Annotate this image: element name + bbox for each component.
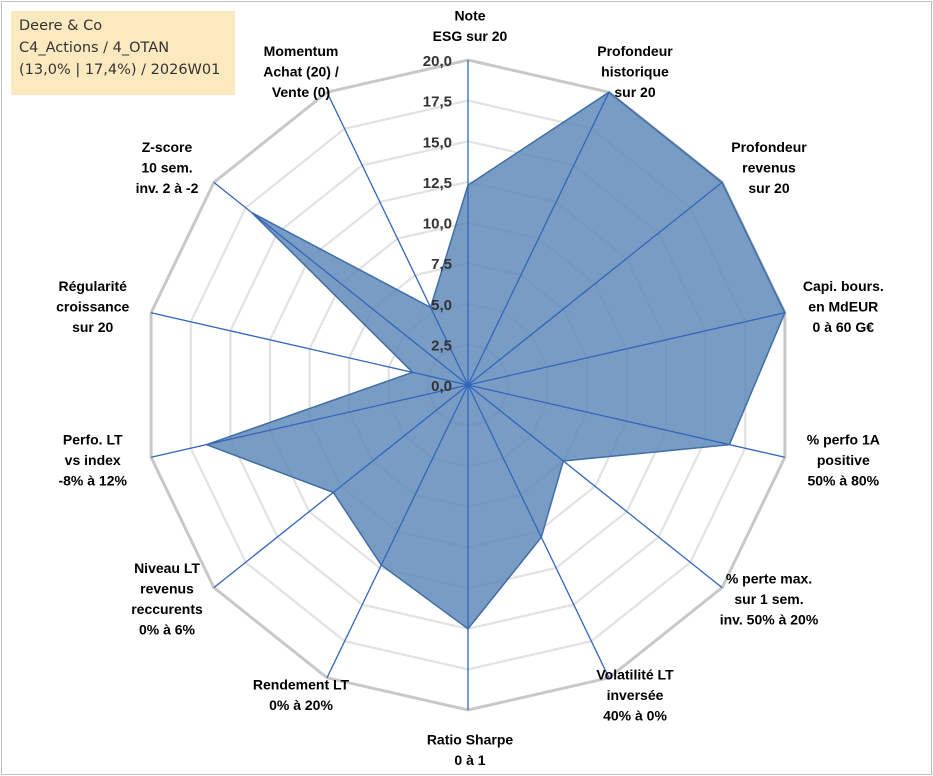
axis-label-line: sur 20 (72, 319, 113, 335)
axis-label-group: Régularité croissance sur 20 (56, 278, 129, 335)
radar-spoke (467, 181, 723, 386)
radar-spoke (467, 384, 610, 679)
radar-spoke (213, 384, 469, 589)
axis-label-line: Achat (20) / (263, 64, 339, 80)
radar-spoke (213, 181, 469, 386)
radar-spoke (467, 312, 786, 386)
tick-label: 0,0 (431, 378, 452, 395)
axis-label-line: 0 à 60 G€ (813, 319, 875, 335)
axis-label-line: positive (817, 452, 870, 468)
tick-label: 12,5 (423, 175, 452, 192)
axis-label-line: inv. 50% à 20% (720, 612, 819, 628)
axis-label-line: inv. 2 à -2 (136, 180, 199, 196)
axis-label-line: en MdEUR (808, 298, 878, 314)
info-category: C4_Actions / 4_OTAN (19, 40, 170, 56)
axis-label-group: Capi. bours. en MdEUR 0 à 60 G€ (803, 278, 884, 335)
axis-label-line: Z-score (142, 139, 193, 155)
axis-label-line: revenus (742, 160, 796, 176)
axis-label-line: sur 20 (614, 84, 655, 100)
tick-label: 5,0 (431, 297, 452, 314)
axis-label-line: Régularité (58, 278, 127, 294)
axis-label-group: Ratio Sharpe 0 à 1 (427, 732, 514, 769)
axis-label-group: Momentum Achat (20) / Vente (0) (263, 43, 339, 100)
axis-label-group: Profondeur historique sur 20 (597, 43, 673, 100)
axis-label-line: % perfo 1A (807, 432, 880, 448)
axis-label-line: historique (601, 64, 669, 80)
tick-label: 17,5 (423, 94, 452, 111)
axis-label-line: vs index (65, 452, 121, 468)
radar-spoke (467, 384, 786, 458)
axis-label-group: Note ESG sur 20 (433, 8, 508, 45)
info-performance: (13,0% | 17,4%) / 2026W01 (19, 62, 221, 78)
axis-label-group: Z-score 10 sem. inv. 2 à -2 (136, 139, 199, 196)
radar-spoke (150, 312, 469, 386)
radar-spoke (467, 384, 723, 589)
axis-label-line: croissance (56, 298, 129, 314)
axis-label-line: 10 sem. (141, 160, 192, 176)
axis-label-line: revenus (140, 581, 194, 597)
axis-label-line: Perfo. LT (63, 432, 123, 448)
axis-label-line: Note (454, 8, 485, 24)
axis-label-line: sur 20 (748, 180, 789, 196)
axis-label-group: % perfo 1A positive 50% à 80% (807, 432, 880, 489)
axis-label-line: 0 à 1 (454, 752, 485, 768)
axis-label-line: Rendement LT (253, 677, 350, 693)
axis-labels: Note ESG sur 20 Profondeur historique sur 20… (56, 8, 884, 769)
axis-label-group: Perfo. LT vs index -8% à 12% (58, 432, 127, 489)
axis-label-line: 50% à 80% (807, 473, 879, 489)
tick-label: 2,5 (431, 337, 452, 354)
axis-label-line: inversée (607, 687, 664, 703)
axis-label-line: Profondeur (731, 139, 807, 155)
axis-label-line: % perte max. (726, 571, 812, 587)
axis-label-line: sur 1 sem. (734, 591, 803, 607)
axis-label-line: -8% à 12% (58, 473, 127, 489)
axis-label-line: 40% à 0% (603, 708, 667, 724)
tick-label: 20,0 (423, 53, 452, 70)
axis-label-line: Vente (0) (272, 84, 330, 100)
axis-label-group: Rendement LT 0% à 20% (253, 677, 350, 714)
axis-label-line: Momentum (264, 43, 339, 59)
tick-label: 15,0 (423, 134, 452, 151)
axis-label-line: Ratio Sharpe (427, 732, 514, 748)
radar-spokes (150, 60, 786, 710)
info-company: Deere & Co (19, 18, 103, 34)
radial-tick-labels: 0,0 2,5 5,0 7,5 10,0 12,5 15,0 17,5 20,0 (423, 53, 452, 395)
axis-label-line: reccurents (131, 601, 203, 617)
radar-spoke (150, 384, 469, 458)
axis-label-group: Niveau LT revenus reccurents 0% à 6% (131, 560, 203, 638)
tick-label: 7,5 (431, 256, 452, 273)
axis-label-group: Profondeur revenus sur 20 (731, 139, 807, 196)
axis-label-line: Capi. bours. (803, 278, 884, 294)
axis-label-line: ESG sur 20 (433, 28, 508, 44)
info-box: Deere & Co C4_Actions / 4_OTAN (13,0% | … (11, 11, 235, 95)
tick-label: 10,0 (423, 216, 452, 233)
radar-spoke (326, 384, 469, 679)
radar-spoke (326, 91, 469, 386)
axis-label-line: Profondeur (597, 43, 673, 59)
axis-label-group: % perte max. sur 1 sem. inv. 50% à 20% (720, 571, 819, 628)
radar-spoke (467, 91, 610, 386)
axis-label-line: Volatilité LT (596, 667, 674, 683)
axis-label-line: Niveau LT (134, 560, 200, 576)
axis-label-line: 0% à 6% (139, 622, 196, 638)
axis-label-line: 0% à 20% (269, 697, 333, 713)
axis-label-group: Volatilité LT inversée 40% à 0% (596, 667, 674, 724)
